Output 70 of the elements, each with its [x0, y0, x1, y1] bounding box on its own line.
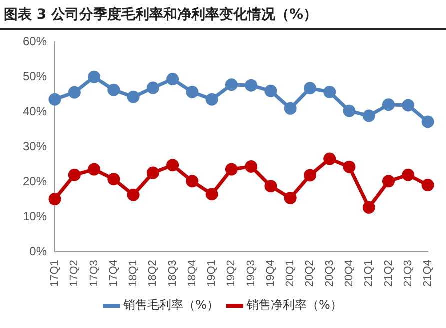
- point: [206, 188, 218, 201]
- point: [88, 163, 101, 176]
- legend-label: 销售毛利率（%）: [122, 298, 220, 312]
- x-tick-label: 20Q4: [344, 260, 356, 288]
- x-tick-label: 20Q3: [324, 260, 336, 288]
- x-tick-label: 18Q3: [166, 260, 179, 288]
- point: [304, 82, 316, 95]
- point: [108, 173, 120, 186]
- y-tick-label: 60%: [22, 34, 48, 49]
- x-tick-label: 17Q4: [108, 260, 120, 288]
- point: [225, 163, 238, 176]
- point: [127, 90, 140, 104]
- point: [362, 110, 376, 122]
- point: [88, 70, 101, 84]
- y-tick-label: 40%: [22, 104, 48, 118]
- point: [48, 93, 62, 106]
- point: [245, 160, 258, 173]
- point: [146, 82, 160, 94]
- point: [422, 179, 434, 192]
- point: [68, 86, 81, 99]
- y-tick-label: 20%: [22, 174, 48, 188]
- y-tick-label: 0%: [30, 244, 48, 258]
- point: [186, 175, 199, 188]
- point: [48, 193, 62, 206]
- point: [264, 180, 278, 193]
- x-tick-label: 18Q2: [147, 260, 160, 288]
- point: [166, 159, 180, 172]
- x-tick-label: 21Q2: [382, 260, 395, 288]
- point: [146, 166, 160, 180]
- x-tick-label: 19Q1: [206, 260, 218, 288]
- x-tick-label: 20Q2: [304, 260, 316, 288]
- x-tick-label: 19Q4: [264, 260, 277, 288]
- x-tick-label: 20Q1: [284, 260, 297, 288]
- x-tick-label: 18Q1: [128, 260, 140, 288]
- point: [68, 168, 81, 182]
- point: [186, 86, 199, 98]
- point: [382, 98, 395, 112]
- point: [127, 188, 140, 202]
- x-tick-label: 19Q3: [245, 260, 258, 288]
- point: [324, 152, 336, 166]
- x-tick-label: 17Q2: [68, 260, 81, 288]
- y-tick-label: 50%: [22, 69, 48, 84]
- legend-label: 销售净利率（%）: [246, 298, 342, 312]
- y-tick-label: 10%: [22, 209, 48, 224]
- point: [402, 99, 415, 112]
- chart-title: 图表 3 公司分季度毛利率和净利率变化情况（%）: [4, 6, 318, 24]
- point: [362, 201, 376, 214]
- point: [284, 102, 297, 115]
- point: [324, 86, 336, 98]
- point: [108, 84, 120, 96]
- point: [402, 168, 415, 182]
- point: [206, 93, 218, 106]
- x-tick-label: 17Q1: [49, 260, 62, 288]
- point: [264, 84, 278, 98]
- point: [304, 169, 316, 182]
- y-tick-label: 30%: [22, 139, 48, 154]
- point: [343, 160, 356, 174]
- point: [166, 73, 180, 86]
- x-tick-label: 21Q4: [422, 260, 434, 288]
- point: [245, 79, 258, 92]
- x-tick-label: 17Q3: [88, 260, 100, 288]
- x-tick-label: 18Q4: [186, 260, 198, 288]
- point: [343, 104, 356, 118]
- point: [422, 116, 434, 128]
- point: [225, 78, 238, 92]
- x-tick-label: 19Q2: [226, 260, 238, 288]
- point: [382, 175, 395, 188]
- point: [284, 192, 297, 204]
- x-tick-label: 21Q3: [402, 260, 414, 288]
- x-tick-label: 21Q1: [363, 260, 376, 288]
